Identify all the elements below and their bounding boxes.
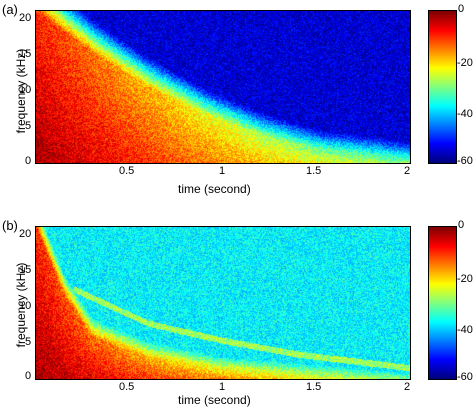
ytick-a-5: 5 (25, 120, 32, 132)
xtick-a-0.5: 0.5 (119, 165, 135, 177)
cbar-a-tick-20: -20 (457, 57, 473, 69)
xlabel-a: time (second) (178, 182, 251, 196)
cbar-a-tick-60: -60 (457, 155, 473, 167)
ytick-b-5: 5 (25, 336, 32, 348)
xtick-a-1: 1 (219, 165, 226, 177)
xtick-a-2: 2 (404, 165, 411, 177)
ytick-a-0: 0 (25, 155, 32, 167)
panel-label-b: (b) (2, 218, 18, 233)
colorbar-a (428, 10, 457, 164)
xtick-b-1: 1 (219, 381, 226, 393)
cbar-b-tick-40: -40 (457, 324, 473, 336)
spectrogram-image-a (36, 11, 410, 163)
panel-label-a: (a) (2, 2, 18, 17)
cbar-a-tick-0: 0 (458, 3, 465, 15)
cbar-a-tick-40: -40 (457, 108, 473, 120)
xtick-b-0.5: 0.5 (119, 381, 135, 393)
spectrogram-b (35, 226, 411, 380)
cbar-b-tick-20: -20 (457, 273, 473, 285)
colorbar-gradient-a (429, 11, 456, 163)
ytick-b-20: 20 (19, 228, 32, 240)
spectrogram-image-b (36, 227, 410, 379)
cbar-b-tick-60: -60 (457, 371, 473, 383)
ytick-a-20: 20 (19, 12, 32, 24)
ytick-b-10: 10 (19, 300, 32, 312)
ytick-b-0: 0 (25, 370, 32, 382)
xlabel-b: time (second) (178, 393, 251, 407)
spectrogram-a (35, 10, 411, 164)
xtick-b-1.5: 1.5 (306, 381, 322, 393)
xtick-a-1.5: 1.5 (306, 165, 322, 177)
ytick-b-15: 15 (19, 264, 32, 276)
colorbar-gradient-b (429, 227, 456, 379)
colorbar-b (428, 226, 457, 380)
xtick-b-2: 2 (404, 381, 411, 393)
ytick-a-15: 15 (19, 48, 32, 60)
cbar-b-tick-0: 0 (458, 219, 465, 231)
ytick-a-10: 10 (19, 84, 32, 96)
